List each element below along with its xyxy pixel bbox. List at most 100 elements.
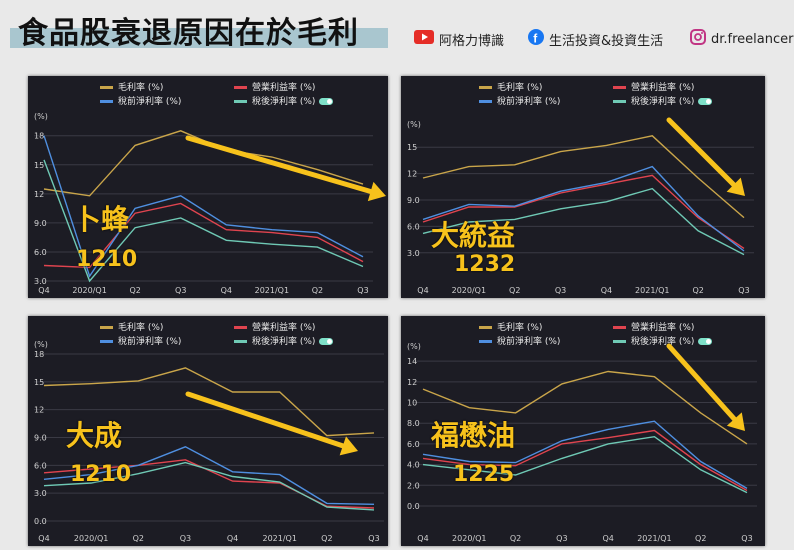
legend-swatch [613,86,626,89]
legend-aftertax-margin[interactable]: 稅後淨利率 (%) [234,94,334,107]
legend-label: 稅後淨利率 (%) [252,97,316,107]
x-tick-label: Q3 [180,534,191,543]
youtube-icon [414,30,434,48]
x-tick-label: Q3 [738,286,749,295]
legend-label: 營業利益率 (%) [631,83,695,93]
y-tick-label: 9.0 [34,219,47,228]
series-line-gross-margin [422,135,745,219]
series-line-operating-margin [422,174,745,249]
legend-aftertax-margin[interactable]: 稅後淨利率 (%) [234,334,334,347]
legend-pretax-margin[interactable]: 稅前淨利率 (%) [100,94,181,107]
line-chart: 0.0 3.0 6.0 9.0 12 15 18 Q4 2020/Q1 Q2 Q3 Q4 2021/Q1… [34,350,384,543]
legend-swatch [479,326,492,329]
x-tick-label: Q2 [692,286,703,295]
x-tick-label: Q4 [601,286,612,295]
legend-swatch [100,86,113,89]
legend-label: 稅前淨利率 (%) [118,97,182,107]
legend-swatch [234,340,247,343]
legend-gross-margin[interactable]: 毛利率 (%) [479,80,542,93]
legend-aftertax-margin[interactable]: 稅後淨利率 (%) [613,334,713,347]
legend-swatch [234,86,247,89]
y-tick-label: 10 [407,399,417,408]
facebook-label: 生活投資&投資生活 [549,33,664,49]
series-line-gross-margin [43,367,375,437]
social-youtube[interactable]: 阿格力博識 [414,28,504,50]
x-tick-label: 2021/Q1 [262,534,296,543]
title-highlight [10,28,388,48]
company-name: 大統益 [431,219,516,252]
legend-label: 營業利益率 (%) [631,323,695,333]
trend-arrow-head [726,177,745,196]
y-unit-label: (%) [407,342,421,351]
trend-arrow-head [339,436,358,456]
y-tick-label: 8.0 [407,419,420,428]
legend-label: 稅後淨利率 (%) [252,337,316,347]
legend-operating-margin[interactable]: 營業利益率 (%) [613,320,694,333]
legend-swatch [234,326,247,329]
toggle-switch[interactable] [698,98,713,105]
x-tick-label: 2021/Q1 [255,286,289,295]
y-tick-label: 15 [34,378,44,387]
company-name: 大成 [66,419,123,452]
company-code: 1210 [76,247,138,272]
x-tick-label: Q2 [509,286,520,295]
x-tick-label: Q4 [417,286,428,295]
legend-swatch [100,326,113,329]
y-tick-label: 3.0 [407,249,420,258]
series-line-aftertax-margin [422,435,748,494]
toggle-switch[interactable] [698,338,713,345]
legend-operating-margin[interactable]: 營業利益率 (%) [234,80,315,93]
series-line-pretax-margin [43,135,364,278]
series-line-pretax-margin [43,446,375,505]
legend-pretax-margin[interactable]: 稅前淨利率 (%) [479,94,560,107]
line-chart: 0.0 2.0 4.0 6.0 8.0 10 12 14 Q4 2020/Q1 Q2 Q3 Q4 2021… [407,343,757,543]
y-tick-label: 6.0 [34,248,47,257]
toggle-switch[interactable] [319,338,334,345]
x-tick-label: Q2 [312,286,323,295]
y-tick-label: 18 [34,350,44,359]
legend-label: 稅前淨利率 (%) [497,97,561,107]
legend-swatch [479,100,492,103]
y-tick-label: 12 [34,406,44,415]
legend-aftertax-margin[interactable]: 稅後淨利率 (%) [613,94,713,107]
legend-pretax-margin[interactable]: 稅前淨利率 (%) [100,334,181,347]
trend-arrow [666,117,737,188]
legend-label: 稅前淨利率 (%) [118,337,182,347]
legend-gross-margin[interactable]: 毛利率 (%) [100,80,163,93]
y-tick-label: 14 [407,357,417,366]
series-line-aftertax-margin [43,159,364,283]
x-tick-label: Q3 [556,534,567,543]
company-code: 1210 [70,462,132,487]
chart-panel-cpf: 毛利率 (%) 營業利益率 (%) 稅前淨利率 (%) 稅後淨利率 (%) (%) 3.0… [28,76,388,298]
legend-swatch [613,326,626,329]
y-unit-label: (%) [34,340,48,349]
toggle-switch[interactable] [319,98,334,105]
y-tick-label: 12 [407,170,417,179]
series-line-aftertax-margin [422,187,745,256]
trend-arrow [666,343,737,422]
social-facebook[interactable]: f 生活投資&投資生活 [528,28,663,50]
legend-pretax-margin[interactable]: 稅前淨利率 (%) [479,334,560,347]
legend-gross-margin[interactable]: 毛利率 (%) [100,320,163,333]
x-tick-label: Q2 [510,534,521,543]
social-instagram[interactable]: dr.freelancer [690,28,793,50]
x-tick-label: 2020/Q1 [452,534,486,543]
y-tick-label: 9.0 [34,434,47,443]
legend-label: 稅後淨利率 (%) [631,337,695,347]
x-tick-label: Q4 [417,534,428,543]
x-tick-label: Q3 [175,286,186,295]
title-banner: 食品股衰退原因在於毛利 [10,6,388,51]
y-tick-label: 4.0 [407,461,420,470]
legend-label: 營業利益率 (%) [252,83,316,93]
legend-gross-margin[interactable]: 毛利率 (%) [479,320,542,333]
trend-arrow-head [367,181,386,202]
legend-label: 毛利率 (%) [497,323,543,333]
chart-panel-tti: 毛利率 (%) 營業利益率 (%) 稅前淨利率 (%) 稅後淨利率 (%) (%) 3.0… [401,76,765,298]
y-tick-label: 6.0 [407,222,420,231]
legend-swatch [100,340,113,343]
legend-operating-margin[interactable]: 營業利益率 (%) [234,320,315,333]
legend-operating-margin[interactable]: 營業利益率 (%) [613,80,694,93]
y-tick-label: 15 [34,161,44,170]
legend-swatch [479,86,492,89]
line-chart: 3.0 6.0 9.0 12 15 Q4 2020/Q1 Q2 Q3 Q4 2021/Q1 Q2 Q3 [407,117,754,295]
